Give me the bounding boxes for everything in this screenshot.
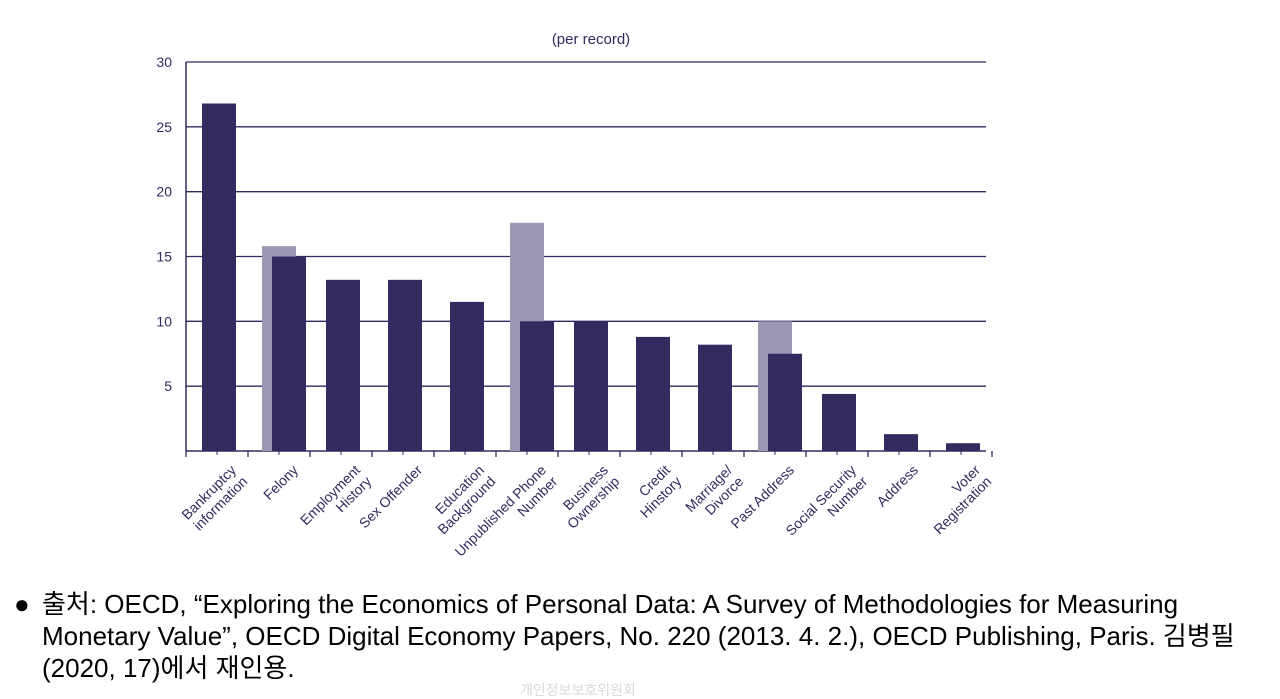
x-category-label: Address	[873, 462, 921, 510]
bar-primary	[946, 443, 980, 451]
bar-primary	[202, 103, 236, 451]
bar-primary	[574, 321, 608, 451]
bar-primary	[768, 353, 802, 451]
x-category-label: Bankruptcyinformation	[178, 462, 250, 534]
bar-chart: (per record) 5 10 15 20 25 30 Bankruptcyinforma…	[156, 31, 995, 560]
source-text: 출처: OECD, “Exploring the Economics of Pe…	[42, 589, 1235, 683]
chart-title: (per record)	[552, 31, 630, 48]
y-tick-label: 20	[156, 184, 172, 200]
x-category-label: BusinessOwnership	[552, 462, 622, 532]
source-citation: ● 출처: OECD, “Exploring the Economics of …	[14, 588, 1264, 684]
footer-faint-text: 개인정보보호위원회	[520, 683, 636, 699]
bar-primary	[822, 393, 856, 451]
bar-primary	[698, 344, 732, 451]
bar-primary	[272, 256, 306, 451]
x-category-label: Felony	[260, 462, 301, 503]
bar-primary	[636, 336, 670, 451]
x-category-label: VoterRegistration	[919, 462, 995, 538]
y-tick-label: 5	[164, 378, 172, 394]
bar-primary	[884, 434, 918, 451]
x-category-label: Sex Offender	[356, 462, 426, 532]
x-category-label: Social SecurityNumber	[782, 462, 870, 550]
y-tick-label: 10	[156, 313, 172, 329]
x-category-label: Past Address	[727, 462, 797, 532]
x-category-label: CreditHinstory	[625, 462, 684, 521]
y-tick-label: 25	[156, 119, 172, 135]
bar-primary	[520, 321, 554, 451]
bar-primary	[388, 279, 422, 451]
bullet-icon: ●	[14, 589, 30, 619]
bar-primary	[450, 301, 484, 451]
y-tick-label: 15	[156, 249, 172, 265]
y-tick-label: 30	[156, 54, 172, 70]
bar-primary	[326, 279, 360, 451]
